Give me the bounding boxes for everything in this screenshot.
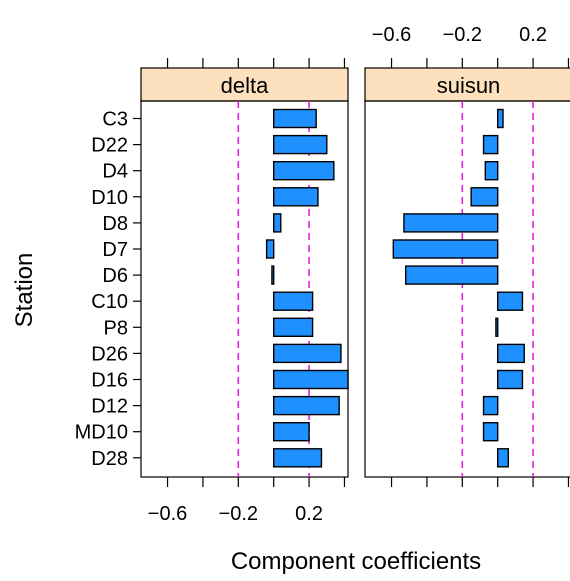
x-tick-label-top: −0.2 — [443, 24, 482, 46]
bar-suisun-D8 — [403, 213, 499, 233]
bar-suisun-MD10 — [482, 422, 499, 442]
category-label-C3: C3 — [102, 109, 128, 131]
bar-delta-MD10 — [272, 422, 310, 442]
panel-suisun: suisun −0.6 −0.2 0.2 — [364, 24, 570, 487]
category-label-D12: D12 — [91, 396, 128, 418]
bar-suisun-D12 — [482, 395, 499, 416]
bar-suisun-D28 — [496, 448, 510, 468]
bar-suisun-D16 — [496, 369, 524, 390]
bar-delta-D8 — [272, 213, 282, 233]
y-axis-title: Station — [11, 253, 38, 328]
bar-delta-D26 — [272, 343, 342, 364]
x-tick-label-top: −0.6 — [372, 24, 411, 46]
bar-delta-D28 — [272, 448, 323, 468]
bar-suisun-C3 — [496, 108, 504, 129]
category-label-D6: D6 — [102, 265, 128, 287]
bar-suisun-P8 — [495, 317, 499, 337]
bar-delta-D12 — [272, 395, 340, 416]
category-label-D7: D7 — [102, 239, 128, 261]
x-tick-label-bottom: −0.2 — [219, 503, 258, 525]
bar-suisun-D22 — [482, 134, 499, 155]
category-label-D4: D4 — [102, 161, 128, 183]
strip-label-delta: delta — [221, 73, 269, 98]
category-label-D8: D8 — [102, 213, 128, 235]
bar-delta-D7 — [265, 239, 275, 259]
bar-suisun-C10 — [496, 291, 524, 311]
bar-delta-D10 — [272, 187, 319, 207]
category-label-D10: D10 — [91, 187, 128, 209]
category-labels: C3 D22 D4 D10 D8 D7 D6 C10 P8 D26 D16 D12 MD10 D28 — [75, 109, 141, 470]
category-label-D28: D28 — [91, 448, 128, 470]
category-label-MD10: MD10 — [75, 422, 128, 444]
bar-delta-D22 — [272, 134, 328, 155]
strip-delta — [140, 67, 349, 102]
x-tick-label-bottom: 0.2 — [295, 503, 323, 525]
bar-suisun-D26 — [496, 343, 525, 364]
panel-delta: delta −0.6 −0.2 0.2 — [140, 58, 349, 525]
panel-frame-delta — [140, 100, 349, 478]
x-tick-label-bottom: −0.6 — [148, 503, 187, 525]
strip-label-suisun: suisun — [437, 73, 501, 98]
category-label-D22: D22 — [91, 135, 128, 157]
panel-frame-suisun — [364, 100, 570, 478]
bar-delta-C3 — [272, 108, 317, 129]
bar-delta-P8 — [272, 317, 314, 337]
x-axis-title: Component coefficients — [231, 548, 481, 575]
bar-suisun-D4 — [484, 160, 499, 181]
category-label-C10: C10 — [91, 291, 128, 313]
bar-delta-D6 — [271, 265, 275, 285]
bar-suisun-D7 — [392, 239, 499, 259]
category-label-P8: P8 — [104, 317, 128, 339]
x-tick-label-top: 0.2 — [519, 24, 547, 46]
category-label-D16: D16 — [91, 370, 128, 392]
category-label-D26: D26 — [91, 343, 128, 365]
bar-suisun-D10 — [470, 187, 499, 207]
bar-suisun-D6 — [404, 265, 499, 285]
panels: delta −0.6 −0.2 0.2 suisun −0.6 −0.2 0.2 — [140, 24, 570, 525]
bar-delta-C10 — [272, 291, 314, 311]
bar-delta-D4 — [272, 160, 335, 181]
bar-delta-D16 — [272, 369, 349, 390]
